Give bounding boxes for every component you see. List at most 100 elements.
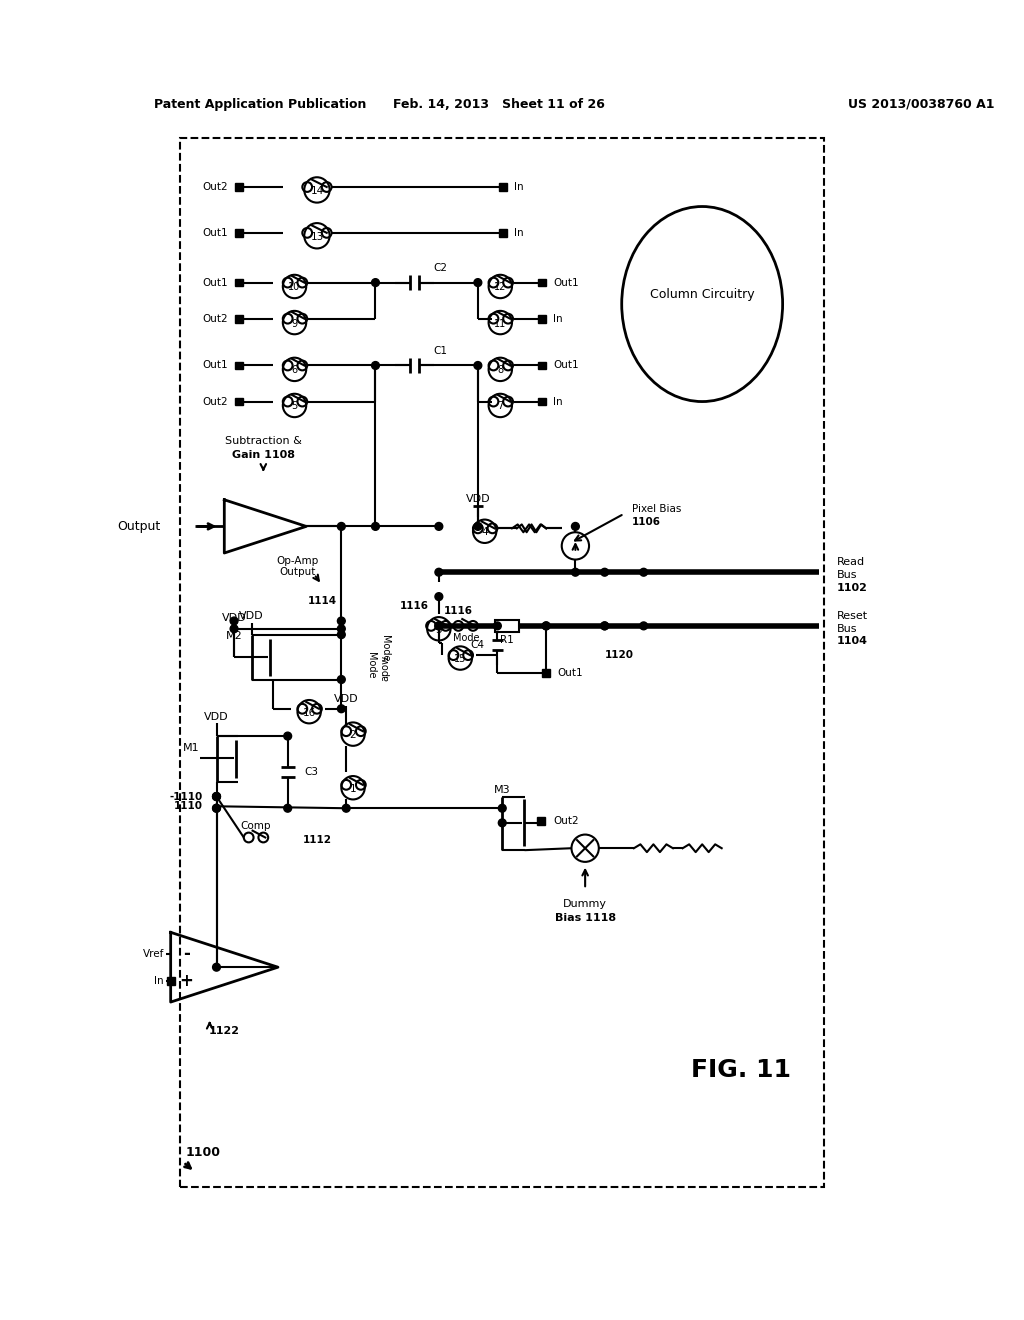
Bar: [538, 817, 545, 825]
Text: Out1: Out1: [203, 277, 228, 288]
Text: Bus: Bus: [837, 624, 857, 634]
Text: 8: 8: [498, 366, 504, 375]
Circle shape: [338, 616, 345, 624]
Text: Out2: Out2: [203, 314, 228, 323]
Text: Op-Amp: Op-Amp: [276, 556, 318, 565]
Circle shape: [342, 804, 350, 812]
Circle shape: [435, 523, 442, 531]
Circle shape: [284, 733, 292, 741]
Circle shape: [230, 624, 238, 632]
Text: 15: 15: [454, 653, 467, 664]
Text: Gain 1108: Gain 1108: [231, 450, 295, 461]
Text: 13: 13: [310, 232, 324, 242]
Bar: [539, 397, 546, 405]
Circle shape: [213, 804, 220, 812]
Text: 2: 2: [350, 730, 356, 741]
Text: 1112: 1112: [302, 836, 332, 845]
Circle shape: [435, 622, 442, 630]
Text: Vref: Vref: [142, 949, 164, 958]
Bar: [500, 228, 507, 236]
Bar: [180, 139, 824, 1187]
Bar: [539, 279, 546, 286]
Text: +: +: [179, 972, 194, 990]
Text: Subtraction &: Subtraction &: [225, 436, 302, 446]
Text: 1104: 1104: [837, 636, 867, 647]
Text: Reset: Reset: [837, 611, 868, 622]
Text: M2: M2: [225, 631, 243, 640]
Text: Patent Application Publication: Patent Application Publication: [154, 98, 367, 111]
Text: Bus: Bus: [837, 570, 857, 581]
Text: 6: 6: [292, 366, 298, 375]
Circle shape: [435, 569, 442, 576]
Text: 7: 7: [498, 401, 504, 412]
Text: VDD: VDD: [466, 494, 490, 504]
Text: 1122: 1122: [209, 1026, 240, 1036]
Circle shape: [372, 523, 379, 531]
Text: 1106: 1106: [632, 516, 660, 527]
Bar: [236, 183, 243, 191]
Circle shape: [435, 593, 442, 601]
Text: M3: M3: [494, 784, 511, 795]
Circle shape: [372, 279, 379, 286]
Text: Out2: Out2: [553, 816, 579, 826]
Text: C1: C1: [434, 346, 447, 356]
Circle shape: [494, 622, 502, 630]
Text: 1120: 1120: [604, 651, 634, 660]
Text: Out1: Out1: [553, 277, 579, 288]
Text: Column Circuitry: Column Circuitry: [650, 288, 755, 301]
Text: C2: C2: [434, 263, 447, 273]
Text: VDD: VDD: [222, 612, 247, 623]
Text: FIG. 11: FIG. 11: [691, 1057, 792, 1081]
Text: R1: R1: [501, 635, 514, 644]
Text: VDD: VDD: [240, 611, 264, 622]
Text: Out1: Out1: [203, 360, 228, 371]
Text: M1: M1: [183, 743, 200, 752]
Bar: [500, 183, 507, 191]
Text: 1116: 1116: [443, 606, 473, 616]
Text: C3: C3: [304, 767, 318, 777]
Text: In: In: [553, 396, 562, 407]
Text: Out1: Out1: [558, 668, 584, 677]
Bar: [543, 669, 550, 677]
Text: 14: 14: [310, 186, 324, 195]
Text: Out2: Out2: [203, 396, 228, 407]
Text: Mode: Mode: [366, 652, 376, 678]
Text: 1110: 1110: [174, 801, 203, 812]
Circle shape: [213, 792, 220, 800]
Circle shape: [213, 804, 220, 812]
Circle shape: [213, 792, 220, 800]
Text: Dummy: Dummy: [563, 899, 607, 908]
Bar: [236, 362, 243, 370]
Text: In: In: [553, 314, 562, 323]
Circle shape: [284, 804, 292, 812]
Circle shape: [571, 569, 580, 576]
Text: -: -: [183, 945, 189, 962]
Text: Pixel Bias: Pixel Bias: [632, 504, 681, 513]
Text: 1102: 1102: [837, 583, 867, 593]
Circle shape: [571, 523, 580, 531]
Circle shape: [338, 676, 345, 684]
Text: In: In: [514, 182, 523, 191]
Text: 4: 4: [481, 527, 488, 537]
Text: 1116: 1116: [400, 602, 429, 611]
Circle shape: [543, 622, 550, 630]
Circle shape: [640, 569, 647, 576]
Text: Feb. 14, 2013   Sheet 11 of 26: Feb. 14, 2013 Sheet 11 of 26: [393, 98, 605, 111]
Text: 16: 16: [302, 708, 315, 718]
Text: Out2: Out2: [203, 182, 228, 191]
Circle shape: [543, 622, 550, 630]
Text: 5: 5: [292, 401, 298, 412]
Circle shape: [213, 964, 220, 972]
Bar: [496, 620, 519, 632]
Bar: [236, 397, 243, 405]
Text: VDD: VDD: [204, 711, 228, 722]
Text: -1110: -1110: [170, 792, 203, 801]
Circle shape: [338, 523, 345, 531]
Circle shape: [474, 279, 481, 286]
Circle shape: [640, 622, 647, 630]
Circle shape: [230, 616, 238, 624]
Text: 3: 3: [435, 624, 442, 635]
Circle shape: [474, 523, 481, 531]
Text: US 2013/0038760 A1: US 2013/0038760 A1: [849, 98, 995, 111]
Circle shape: [338, 705, 345, 713]
